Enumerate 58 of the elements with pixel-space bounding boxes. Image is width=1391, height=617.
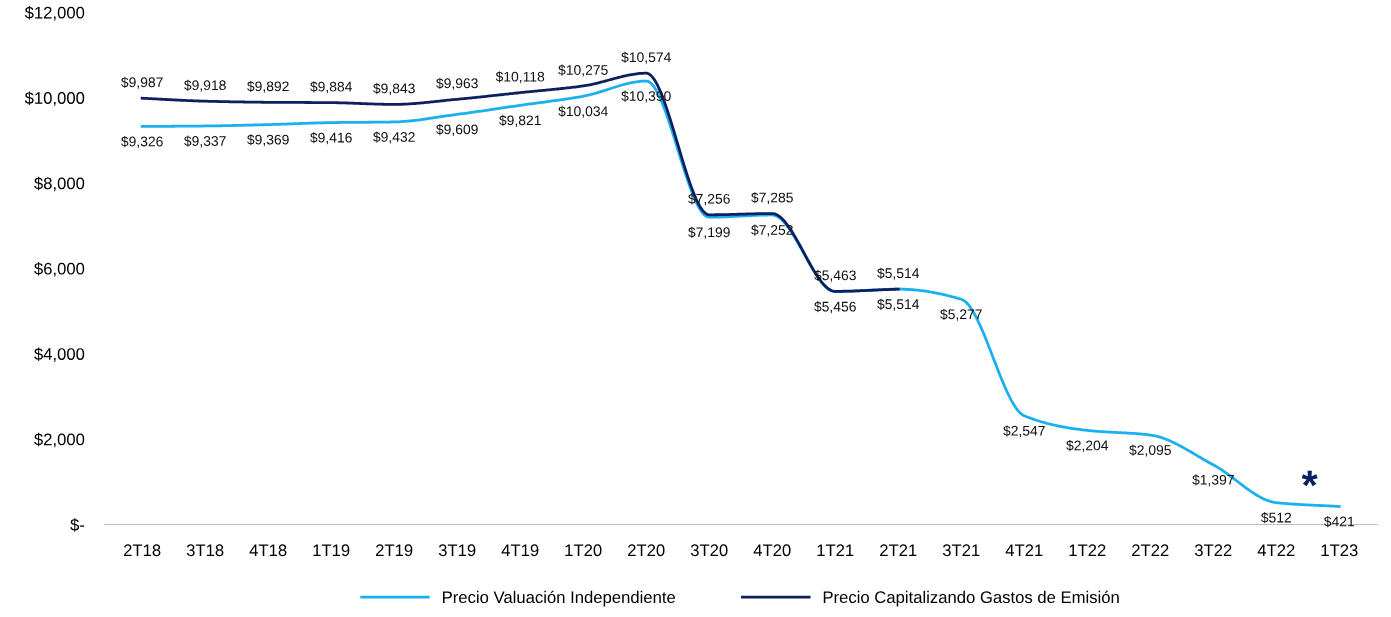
data-label: $2,095 xyxy=(1129,444,1171,457)
x-tick-label: 3T18 xyxy=(186,544,224,557)
data-label: $421 xyxy=(1323,515,1355,528)
data-label: $9,416 xyxy=(310,132,352,145)
legend-label: Precio Capitalizando Gastos de Emisión xyxy=(823,590,1119,607)
data-label: $512 xyxy=(1260,512,1292,524)
x-tick-label: 2T19 xyxy=(376,544,413,557)
data-label: $2,204 xyxy=(1066,439,1109,452)
x-tick-label: 3T21 xyxy=(942,544,980,557)
data-label: $9,609 xyxy=(436,123,478,136)
data-label: $7,285 xyxy=(751,192,793,205)
data-label: $9,821 xyxy=(499,114,541,127)
x-tick-label: 4T18 xyxy=(249,544,287,557)
data-label: $5,456 xyxy=(814,301,856,314)
data-label: $9,892 xyxy=(247,80,289,93)
x-tick-label: 1T19 xyxy=(313,544,350,557)
data-label: $10,574 xyxy=(621,51,671,64)
data-label: $9,963 xyxy=(436,77,478,90)
data-label: $9,369 xyxy=(247,134,289,147)
data-label: $9,884 xyxy=(310,81,352,94)
data-label: $9,918 xyxy=(184,79,226,92)
y-tick-label: $4,000 xyxy=(34,347,85,362)
data-label: $5,514 xyxy=(877,267,920,280)
data-label: $9,337 xyxy=(184,135,226,148)
data-label: $5,514 xyxy=(877,298,920,311)
x-tick-label: 2T21 xyxy=(880,544,917,556)
data-label: $9,432 xyxy=(373,131,415,144)
data-label: $1,397 xyxy=(1192,474,1234,487)
y-tick-label: $2,000 xyxy=(34,432,85,448)
x-tick-label: 1T23 xyxy=(1321,544,1358,557)
x-tick-label: 2T20 xyxy=(628,544,665,557)
data-label: $10,118 xyxy=(495,71,545,84)
x-tick-label: 4T22 xyxy=(1257,544,1295,556)
data-label: $10,034 xyxy=(558,105,608,118)
data-label: $9,326 xyxy=(121,135,163,149)
x-tick-label: 1T22 xyxy=(1069,544,1106,556)
x-tick-label: 3T22 xyxy=(1194,544,1232,557)
x-tick-label: 2T18 xyxy=(123,544,161,557)
x-tick-label: 4T19 xyxy=(501,544,539,557)
x-tick-label: 3T20 xyxy=(690,544,728,557)
y-tick-label: $8,000 xyxy=(34,176,85,192)
data-label: $10,275 xyxy=(558,64,608,77)
y-tick-label: $- xyxy=(70,518,85,532)
annotation: * xyxy=(1301,470,1318,487)
x-tick-label: 1T20 xyxy=(565,544,602,557)
x-tick-label: 4T21 xyxy=(1005,544,1043,556)
data-label: $2,547 xyxy=(1003,425,1045,438)
data-label: $7,199 xyxy=(688,226,730,239)
data-label: $9,987 xyxy=(121,76,163,89)
x-tick-label: 4T20 xyxy=(753,544,791,557)
y-tick-label: $10,000 xyxy=(24,91,85,106)
data-label: $9,843 xyxy=(373,82,415,95)
y-tick-label: $12,000 xyxy=(24,6,85,21)
y-tick-label: $6,000 xyxy=(34,262,85,277)
x-tick-label: 3T19 xyxy=(438,544,476,557)
x-tick-label: 2T22 xyxy=(1132,544,1169,556)
legend-label: Precio Valuación Independiente xyxy=(443,590,676,607)
x-tick-label: 1T21 xyxy=(817,544,854,556)
